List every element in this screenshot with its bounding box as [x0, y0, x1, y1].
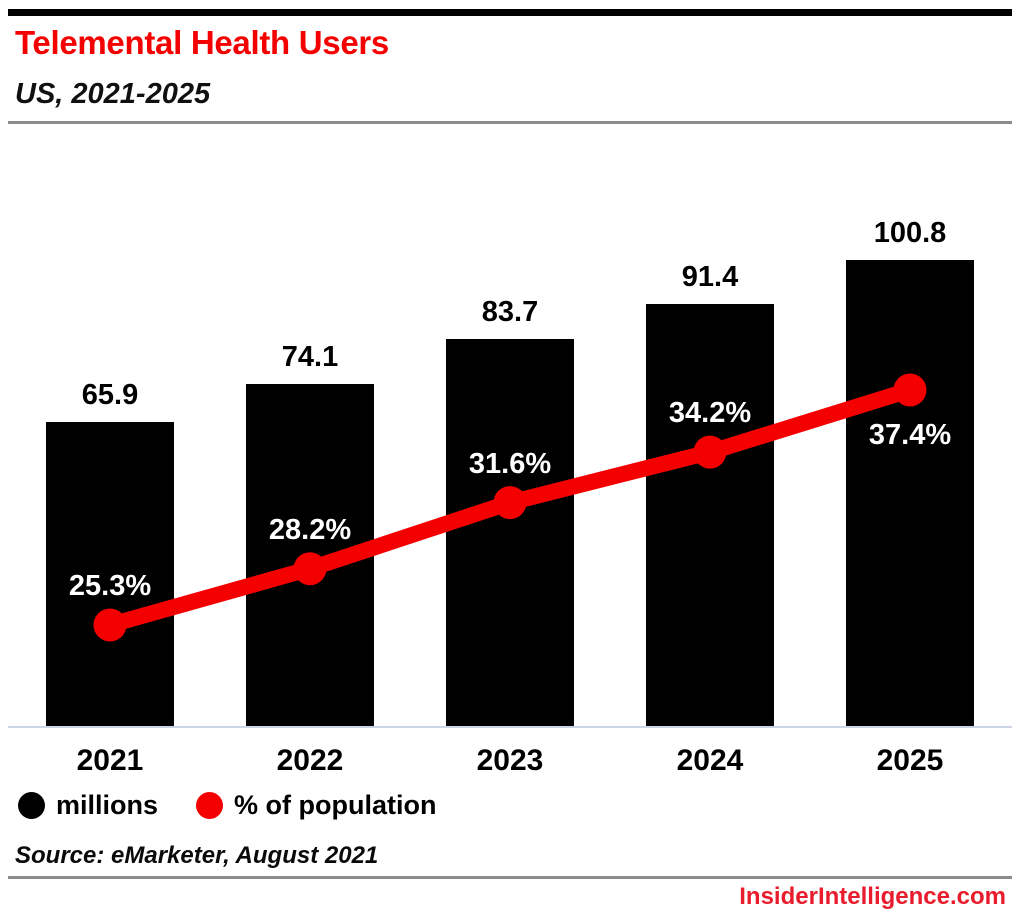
pct-label-2022: 28.2%	[268, 513, 352, 546]
legend-item-pct-of-population: % of population	[196, 790, 436, 821]
x-axis-tick-2024: 2024	[676, 744, 744, 777]
legend-swatch-pct-icon	[196, 792, 224, 819]
footer-divider	[8, 876, 1012, 879]
chart-legend: millions % of population	[18, 790, 436, 821]
top-accent-bar	[8, 9, 1012, 16]
x-axis-tick-2021: 2021	[76, 744, 144, 777]
pct-label-2021: 25.3%	[68, 569, 152, 602]
bar-value-label-2025: 100.8	[873, 217, 947, 250]
brand-site-text: InsiderIntelligence.com	[739, 883, 1006, 910]
bar-value-label-2022: 74.1	[281, 340, 339, 373]
x-axis-baseline	[8, 726, 1012, 728]
bar-2022	[246, 383, 374, 726]
bar-value-label-2021: 65.9	[81, 378, 139, 411]
bar-2025	[846, 260, 974, 726]
bar-value-label-2024: 91.4	[681, 260, 739, 293]
chart-subtitle: US, 2021-2025	[15, 78, 211, 110]
x-axis-tick-2023: 2023	[476, 744, 544, 777]
pct-label-2023: 31.6%	[468, 447, 552, 480]
pct-label-2025: 37.4%	[868, 418, 952, 451]
x-axis-tick-2022: 2022	[276, 744, 344, 777]
chart-title: Telemental Health Users	[15, 24, 389, 61]
bar-value-label-2023: 83.7	[481, 296, 539, 329]
header-divider	[8, 121, 1012, 124]
bar-2023	[446, 339, 574, 726]
x-axis-tick-2025: 2025	[876, 744, 944, 777]
legend-item-millions: millions	[18, 790, 158, 821]
bar-2024	[646, 303, 774, 726]
legend-label-millions: millions	[56, 790, 159, 820]
legend-label-pct-of-population: % of population	[234, 790, 437, 820]
pct-label-2024: 34.2%	[668, 397, 752, 430]
legend-swatch-millions-icon	[18, 792, 45, 819]
source-note: Source: eMarketer, August 2021	[15, 842, 379, 869]
